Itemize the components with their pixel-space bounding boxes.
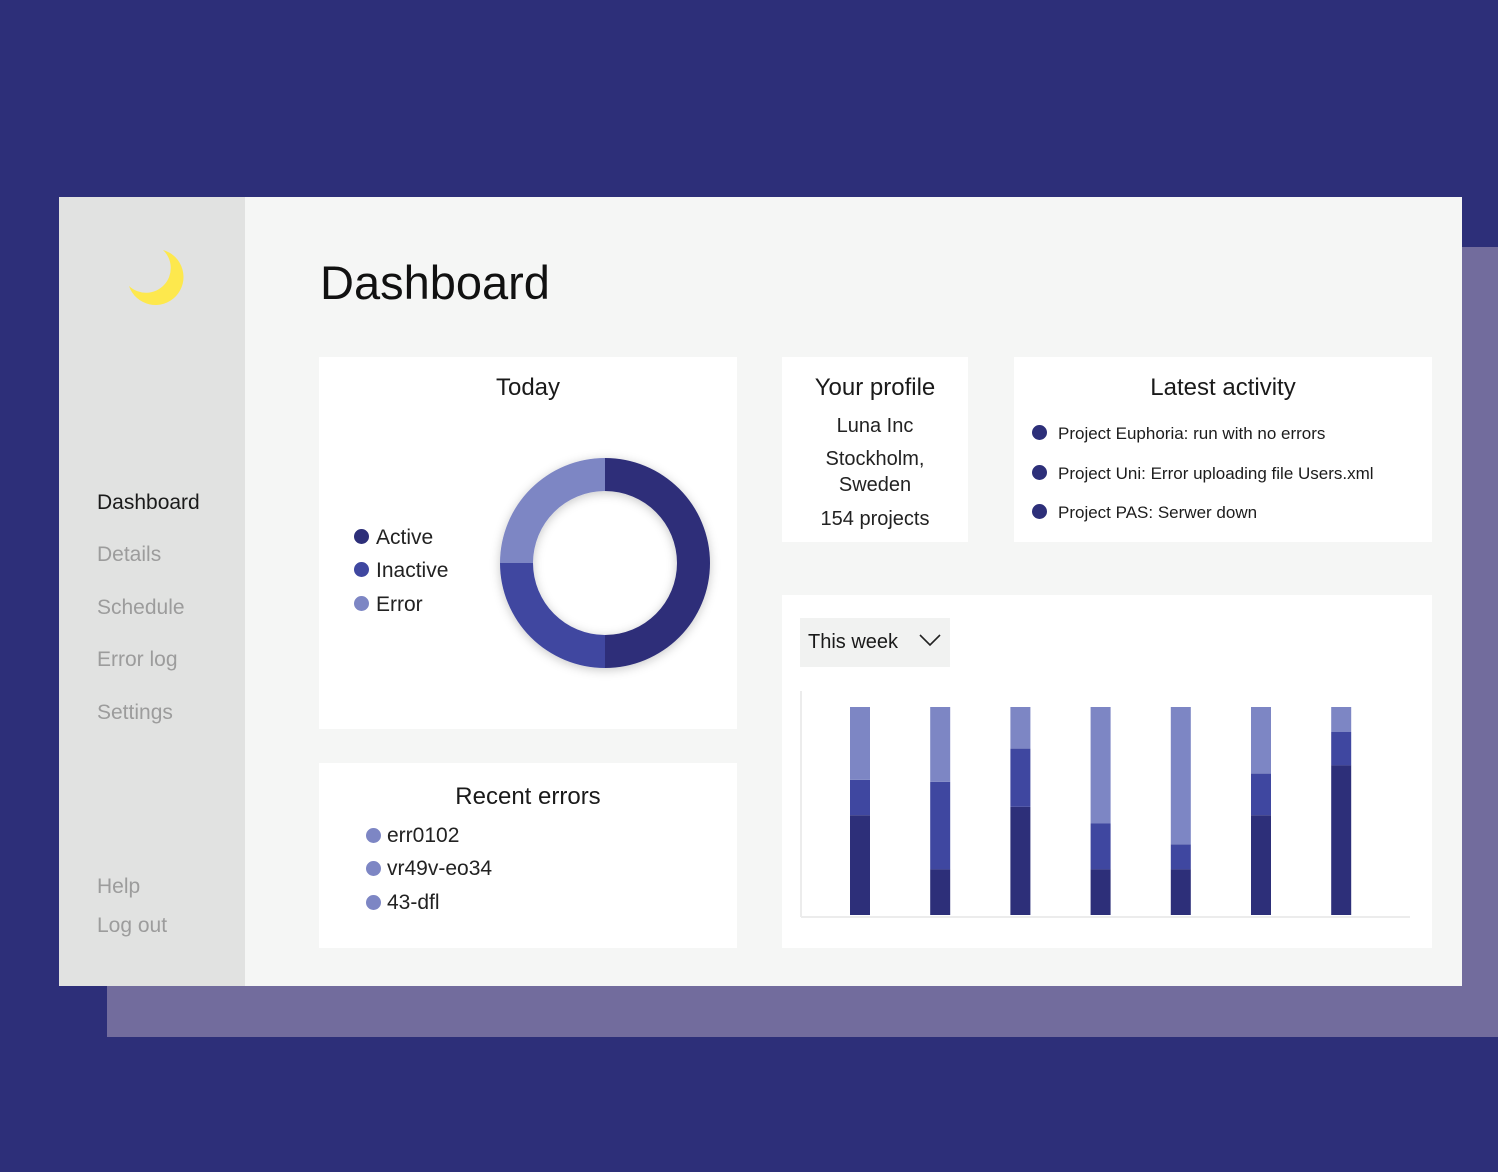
profile-card-title: Your profile bbox=[814, 374, 936, 401]
chevron-down-icon bbox=[919, 634, 941, 647]
bar-segment-7-3 bbox=[1331, 707, 1352, 732]
bar-segment-2-3 bbox=[930, 707, 951, 782]
legend-label-inactive: Inactive bbox=[376, 559, 449, 582]
bar-segment-1-1 bbox=[850, 815, 870, 915]
error-code: vr49v-eo34 bbox=[387, 857, 493, 880]
bar-segment-7-2 bbox=[1331, 732, 1352, 766]
activity-item[interactable]: Project PAS: Serwer down bbox=[1032, 503, 1257, 523]
error-code: err0102 bbox=[387, 824, 460, 847]
bar-segment-2-2 bbox=[930, 781, 951, 870]
today-card-title: Today bbox=[495, 374, 561, 401]
legend-dot-inactive bbox=[354, 561, 369, 577]
legend-dot-active bbox=[354, 528, 369, 544]
sidebar-item-details[interactable]: Details bbox=[97, 543, 162, 566]
donut-slice-error bbox=[500, 458, 605, 563]
error-item[interactable]: vr49v-eo34 bbox=[366, 857, 492, 881]
bar-segment-3-2 bbox=[1010, 748, 1031, 807]
profile-location-country: Sweden bbox=[838, 474, 912, 496]
bar-segment-3-1 bbox=[1010, 806, 1031, 915]
activity-dot bbox=[1032, 465, 1047, 481]
activity-card-title: Latest activity bbox=[1150, 374, 1296, 401]
donut-slice-inactive bbox=[500, 563, 605, 668]
donut-slice-active bbox=[605, 458, 710, 668]
activity-dot bbox=[1032, 425, 1047, 441]
error-dot bbox=[366, 827, 381, 843]
sidebar: Dashboard Details Schedule Error log Set… bbox=[59, 197, 245, 986]
bar-segment-4-2 bbox=[1090, 823, 1111, 870]
app-window: Dashboard Details Schedule Error log Set… bbox=[59, 197, 1462, 986]
bar-segment-7-1 bbox=[1331, 765, 1352, 915]
activity-item[interactable]: Project Euphoria: run with no errors bbox=[1032, 424, 1325, 444]
legend-label-error: Error bbox=[376, 593, 423, 616]
profile-company: Luna Inc bbox=[836, 415, 914, 437]
bar-segment-6-2 bbox=[1251, 773, 1271, 816]
bar-segment-6-1 bbox=[1251, 815, 1271, 915]
error-dot bbox=[366, 860, 381, 876]
profile-card: Your profile Luna Inc Stockholm, Sweden … bbox=[782, 357, 968, 542]
activity-text: Project Uni: Error uploading file Users.… bbox=[1058, 464, 1374, 483]
bar-segment-5-3 bbox=[1170, 707, 1191, 845]
legend-item-inactive: Inactive bbox=[354, 559, 448, 583]
recent-errors-card: Recent errors err0102 vr49v-eo34 43-dfl bbox=[319, 763, 737, 948]
activity-card: Latest activity Project Euphoria: run wi… bbox=[1014, 357, 1432, 542]
sidebar-item-error-log[interactable]: Error log bbox=[97, 648, 178, 671]
legend-label-active: Active bbox=[376, 526, 434, 549]
moon-icon bbox=[129, 250, 184, 305]
bar-segment-5-2 bbox=[1170, 844, 1191, 870]
bar-segment-3-3 bbox=[1010, 707, 1031, 749]
sidebar-item-settings[interactable]: Settings bbox=[97, 701, 173, 724]
activity-item[interactable]: Project Uni: Error uploading file Users.… bbox=[1032, 464, 1374, 484]
profile-location-city: Stockholm, bbox=[825, 448, 925, 470]
bar-segment-1-2 bbox=[850, 779, 870, 816]
error-item[interactable]: 43-dfl bbox=[366, 891, 440, 915]
bar-segment-6-3 bbox=[1251, 707, 1271, 774]
donut-chart bbox=[500, 458, 710, 668]
legend-dot-error bbox=[354, 595, 369, 611]
period-dropdown[interactable]: This week bbox=[800, 618, 950, 667]
recent-errors-title: Recent errors bbox=[455, 783, 601, 810]
today-card: Today Active Inactive Error bbox=[319, 357, 737, 729]
weekly-chart-card: This week bbox=[782, 595, 1432, 948]
activity-text: Project PAS: Serwer down bbox=[1058, 503, 1258, 522]
error-code: 43-dfl bbox=[387, 891, 440, 914]
page-title: Dashboard bbox=[320, 256, 550, 309]
bar-segment-2-1 bbox=[930, 869, 951, 915]
error-item[interactable]: err0102 bbox=[366, 824, 459, 848]
sidebar-item-help[interactable]: Help bbox=[97, 875, 141, 898]
sidebar-item-schedule[interactable]: Schedule bbox=[97, 596, 185, 619]
profile-projects-count: 154 projects bbox=[820, 508, 930, 530]
bar-segment-4-3 bbox=[1090, 707, 1111, 824]
moon-shape bbox=[129, 250, 184, 305]
activity-dot bbox=[1032, 504, 1047, 520]
legend-item-error: Error bbox=[354, 593, 423, 617]
activity-text: Project Euphoria: run with no errors bbox=[1058, 424, 1326, 443]
legend-item-active: Active bbox=[354, 526, 433, 550]
bar-segment-1-3 bbox=[850, 707, 870, 780]
sidebar-item-log-out[interactable]: Log out bbox=[97, 914, 168, 937]
weekly-bar-chart bbox=[800, 691, 1410, 918]
error-dot bbox=[366, 894, 381, 910]
bar-segment-5-1 bbox=[1170, 869, 1191, 915]
bar-segment-4-1 bbox=[1090, 869, 1111, 915]
period-dropdown-value: This week bbox=[808, 631, 899, 653]
sidebar-item-dashboard[interactable]: Dashboard bbox=[97, 491, 200, 514]
